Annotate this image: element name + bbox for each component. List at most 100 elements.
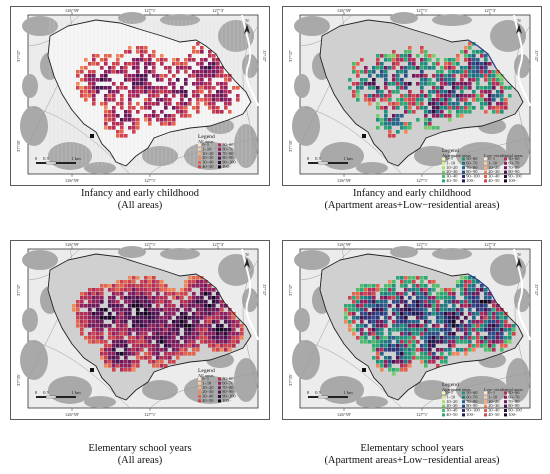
grid-cell	[496, 94, 500, 98]
grid-cell	[396, 348, 400, 352]
grid-cell	[492, 348, 496, 352]
legend-class-label: 10−20	[446, 165, 458, 170]
grid-cell	[192, 296, 196, 300]
grid-cell	[488, 82, 492, 86]
scale-label: 0.5	[43, 390, 49, 395]
grid-cell	[188, 300, 192, 304]
grid-cell	[164, 300, 168, 304]
legend-class-label: 50−60	[508, 390, 520, 395]
grid-cell	[168, 288, 172, 292]
grid-cell	[228, 312, 232, 316]
grid-cell	[152, 344, 156, 348]
grid-cell	[188, 284, 192, 288]
grid-cell	[124, 78, 128, 82]
grid-cell	[432, 106, 436, 110]
legend-class-label: 40−50	[488, 178, 500, 183]
legend-class-label: 10−20	[202, 151, 214, 156]
grid-cell	[408, 348, 412, 352]
legend-swatch	[462, 157, 465, 161]
grid-cell	[96, 86, 100, 90]
grid-cell	[416, 312, 420, 316]
grid-cell	[140, 324, 144, 328]
tick-label: 126°59'	[65, 242, 79, 247]
grid-cell	[424, 126, 428, 130]
tick-label: 127°1'	[416, 412, 428, 417]
grid-cell	[156, 360, 160, 364]
grid-cell	[436, 364, 440, 368]
grid-cell	[472, 324, 476, 328]
grid-cell	[168, 114, 172, 118]
grid-cell	[420, 46, 424, 50]
grid-cell	[188, 66, 192, 70]
grid-cell	[400, 98, 404, 102]
grid-cell	[144, 98, 148, 102]
grid-cell	[488, 300, 492, 304]
grid-cell	[484, 86, 488, 90]
grid-cell	[100, 284, 104, 288]
grid-cell	[184, 114, 188, 118]
grid-cell	[152, 316, 156, 320]
grid-cell	[136, 360, 140, 364]
grid-cell	[120, 66, 124, 70]
grid-cell	[388, 316, 392, 320]
grid-cell	[108, 114, 112, 118]
grid-cell	[92, 86, 96, 90]
grid-cell	[140, 296, 144, 300]
grid-cell	[364, 78, 368, 82]
grid-cell	[192, 324, 196, 328]
grid-cell	[512, 324, 516, 328]
grid-cell	[112, 288, 116, 292]
grid-cell	[232, 328, 236, 332]
grid-cell	[160, 348, 164, 352]
tick-label: 126°59'	[65, 8, 79, 13]
grid-cell	[136, 122, 140, 126]
grid-cell	[88, 82, 92, 86]
grid-cell	[356, 308, 360, 312]
grid-cell	[168, 102, 172, 106]
grid-cell	[96, 332, 100, 336]
grid-cell	[192, 336, 196, 340]
grid-cell	[160, 328, 164, 332]
grid-cell	[436, 94, 440, 98]
panel-title: Elementary school years	[360, 443, 464, 454]
grid-cell	[376, 118, 380, 122]
grid-cell	[428, 320, 432, 324]
grid-cell	[104, 70, 108, 74]
grid-cell	[168, 312, 172, 316]
grid-cell	[496, 332, 500, 336]
grid-cell	[116, 344, 120, 348]
grid-cell	[440, 70, 444, 74]
grid-cell	[160, 316, 164, 320]
landmark-marker	[90, 134, 94, 138]
grid-cell	[152, 312, 156, 316]
grid-cell	[444, 62, 448, 66]
grid-cell	[468, 348, 472, 352]
grid-cell	[452, 102, 456, 106]
grid-cell	[144, 336, 148, 340]
grid-cell	[380, 74, 384, 78]
grid-cell	[144, 102, 148, 106]
grid-cell	[380, 368, 384, 372]
grid-cell	[128, 74, 132, 78]
grid-cell	[372, 94, 376, 98]
legend-swatch	[504, 161, 507, 165]
grid-cell	[88, 70, 92, 74]
grid-cell	[412, 336, 416, 340]
grid-cell	[112, 126, 116, 130]
grid-cell	[380, 352, 384, 356]
grid-cell	[200, 82, 204, 86]
grid-cell	[240, 328, 244, 332]
grid-cell	[404, 276, 408, 280]
legend-class-label: 80−90	[508, 403, 520, 408]
grid-cell	[496, 324, 500, 328]
grid-cell	[216, 296, 220, 300]
grid-cell	[220, 312, 224, 316]
grid-cell	[436, 70, 440, 74]
land-patch	[294, 74, 310, 98]
grid-cell	[184, 284, 188, 288]
grid-cell	[132, 348, 136, 352]
grid-cell	[468, 74, 472, 78]
grid-cell	[224, 320, 228, 324]
grid-cell	[200, 308, 204, 312]
grid-cell	[160, 356, 164, 360]
